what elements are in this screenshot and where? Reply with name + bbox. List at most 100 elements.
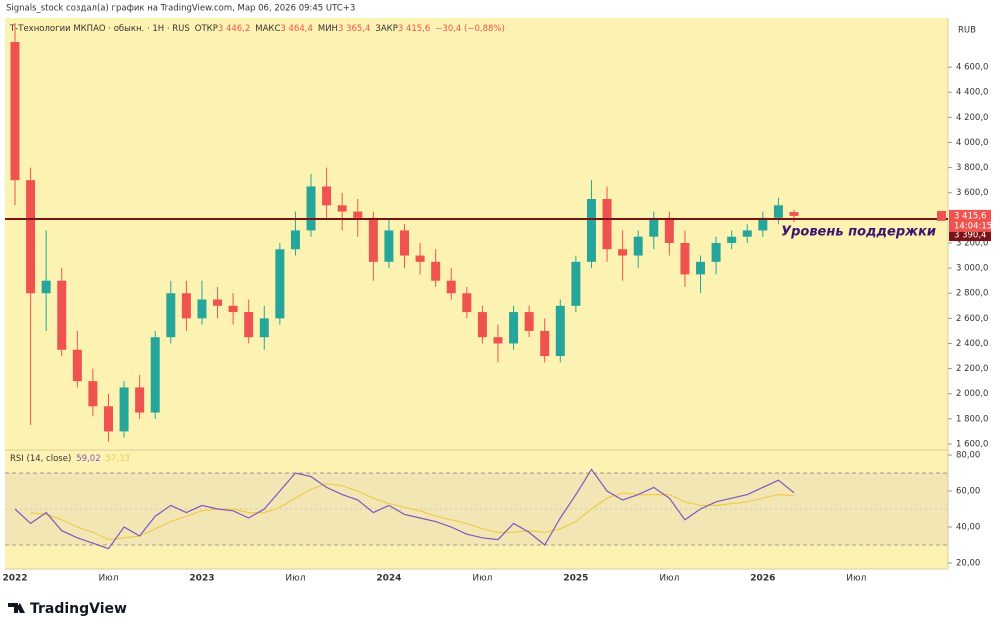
- y-tick-label: 2 400,0: [956, 339, 988, 349]
- y-tick-label: 2 600,0: [956, 314, 988, 324]
- candle-body: [431, 261, 441, 281]
- rsi-legend: RSI (14, close) 59,02 57,33: [10, 454, 130, 464]
- candle-body: [197, 299, 207, 319]
- currency: RUB: [958, 26, 976, 36]
- support-annotation: Уровень поддержки: [781, 225, 936, 240]
- y-tick-label: 4 600,0: [956, 63, 988, 73]
- candle-body: [711, 242, 721, 262]
- candle-body: [88, 381, 98, 407]
- y-tick-label: 4 400,0: [956, 88, 988, 98]
- candle-body: [477, 312, 487, 338]
- rsi-value: 57,33: [106, 454, 130, 464]
- candle-body: [742, 230, 752, 237]
- y-tick-label: 40,00: [956, 522, 980, 532]
- candle-body: [462, 293, 472, 313]
- x-tick-label: Июл: [98, 574, 118, 584]
- price-label: 3 415,6: [954, 211, 986, 221]
- x-tick-label: Июл: [659, 574, 679, 584]
- candle-body: [103, 406, 113, 432]
- candle-body: [446, 280, 456, 294]
- legend-value: 3 365,4: [338, 24, 370, 34]
- candle-body: [415, 255, 425, 262]
- y-tick-label: 4 200,0: [956, 113, 988, 123]
- y-tick-label: 3 200,0: [956, 238, 988, 248]
- y-tick-label: 60,00: [956, 487, 980, 497]
- candle-body: [119, 387, 129, 432]
- y-tick-label: 20,00: [956, 558, 980, 568]
- y-tick-label: 3 800,0: [956, 163, 988, 173]
- legend-value: 3 415,6: [398, 24, 430, 34]
- y-tick-label: 2 000,0: [956, 389, 988, 399]
- brand-logo: TradingView: [8, 601, 127, 617]
- chart-area: [5, 18, 948, 569]
- legend-change: −30,4 (−0,88%): [435, 24, 505, 34]
- y-tick-label: 1 800,0: [956, 414, 988, 424]
- candle-body: [400, 230, 409, 256]
- candle-body: [727, 236, 737, 243]
- price-flag: [937, 210, 946, 221]
- attribution: Signals_stock создал(а) график на Tradin…: [6, 4, 355, 14]
- candle-body: [135, 387, 145, 413]
- x-tick-label: 2024: [376, 574, 401, 584]
- candle-body: [493, 337, 503, 344]
- candle-body: [773, 205, 783, 218]
- candle-body: [618, 249, 628, 256]
- y-tick-label: 4 000,0: [956, 138, 988, 148]
- legend-value: 3 446,2: [218, 24, 250, 34]
- legend-key: МАКС: [255, 24, 280, 34]
- candle-body: [57, 280, 67, 350]
- x-tick-label: Июл: [472, 574, 492, 584]
- candle-body: [586, 199, 596, 262]
- candle-body: [244, 312, 254, 338]
- legend-title: Т-Технологии МКПАО · обыкн. · 1Н · RUS: [9, 24, 190, 34]
- y-tick-label: 3 600,0: [956, 188, 988, 198]
- candle-body: [259, 318, 269, 338]
- candle-body: [306, 186, 316, 231]
- x-tick-label: 2025: [563, 574, 588, 584]
- candle-body: [368, 217, 378, 262]
- support-label: 3 390,4: [954, 231, 986, 241]
- brand: TradingView: [30, 601, 127, 617]
- candle-body: [26, 180, 36, 294]
- candle-body: [290, 230, 300, 250]
- candle-body: [633, 236, 643, 256]
- legend-value: 3 464,4: [280, 24, 312, 34]
- candle-body: [524, 312, 534, 331]
- rsi-line: [30, 483, 795, 541]
- support-label-box: [949, 229, 991, 242]
- chart-legend: Т-Технологии МКПАО · обыкн. · 1Н · RUS ОТ…: [9, 24, 505, 34]
- candle-body: [384, 230, 394, 262]
- candle-body: [72, 349, 82, 382]
- y-tick-label: 1 600,0: [956, 439, 988, 449]
- logo-mark: [8, 603, 25, 613]
- legend-key: ЗАКР: [375, 24, 397, 34]
- countdown: 14:04:15: [954, 221, 992, 231]
- x-tick-label: Июл: [285, 574, 305, 584]
- y-tick-label: 80,00: [956, 451, 980, 461]
- candle-body: [337, 205, 347, 212]
- candle-body: [322, 186, 332, 206]
- y-tick-label: 2 200,0: [956, 364, 988, 374]
- candle-body: [758, 217, 768, 231]
- candle-body: [213, 299, 223, 306]
- y-tick-label: 3 000,0: [956, 264, 988, 274]
- candle-body: [228, 305, 238, 313]
- candle-body: [166, 293, 176, 338]
- candle-body: [353, 211, 363, 218]
- candle-body: [150, 337, 160, 413]
- legend-key: МИН: [318, 24, 338, 34]
- candle-body: [696, 261, 706, 275]
- x-tick-label: 2022: [2, 574, 27, 584]
- candle-body: [664, 217, 674, 243]
- x-tick-label: 2023: [189, 574, 214, 584]
- candle-body: [680, 242, 690, 275]
- x-tick-label: Июл: [846, 574, 866, 584]
- candle-body: [571, 261, 581, 306]
- price-label-box: [949, 209, 991, 232]
- candle-body: [789, 212, 799, 216]
- candle-body: [275, 249, 285, 319]
- candle-body: [555, 305, 565, 357]
- candle-body: [540, 330, 550, 357]
- legend-key: ОТКР: [195, 24, 218, 34]
